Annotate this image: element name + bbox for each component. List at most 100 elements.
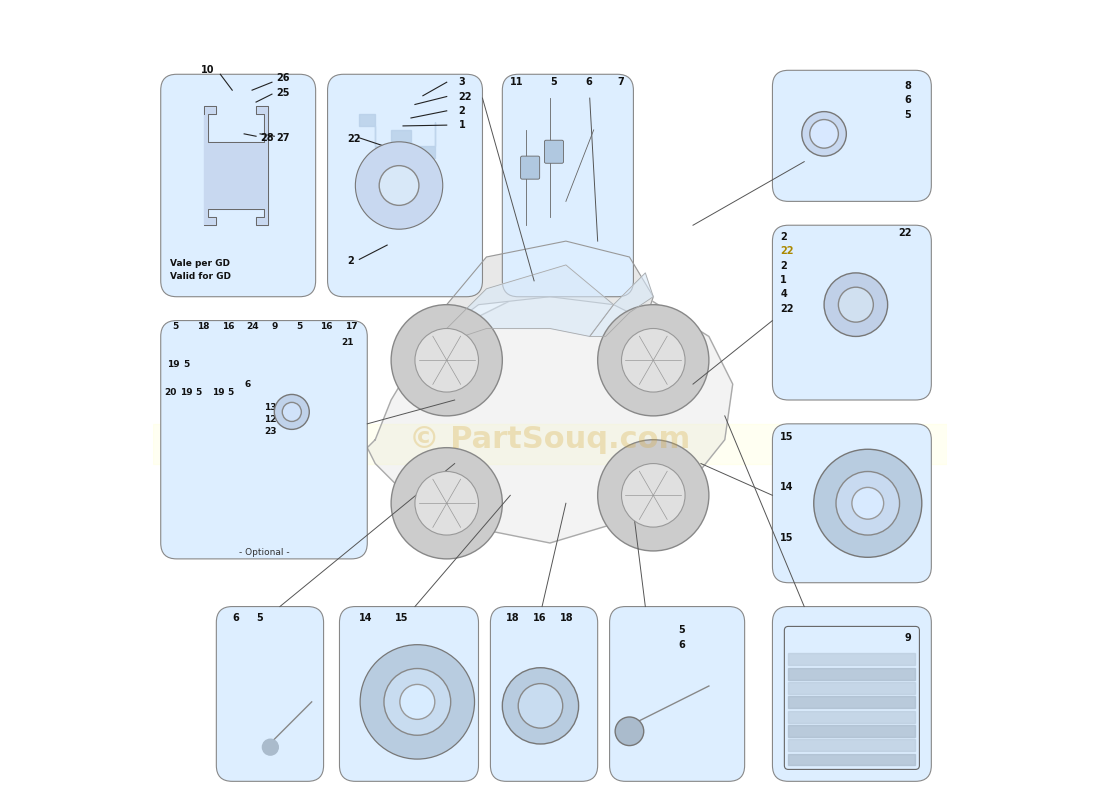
FancyBboxPatch shape [772, 70, 932, 202]
Text: 22: 22 [898, 228, 912, 238]
Text: © PartSouq.com: © PartSouq.com [409, 426, 691, 454]
Circle shape [415, 471, 478, 535]
Text: 6: 6 [232, 614, 239, 623]
Circle shape [597, 440, 708, 551]
Text: 2: 2 [459, 106, 465, 116]
Text: 19: 19 [167, 360, 179, 369]
FancyBboxPatch shape [503, 74, 634, 297]
Polygon shape [590, 273, 653, 337]
Circle shape [838, 287, 873, 322]
FancyBboxPatch shape [609, 606, 745, 782]
Text: Valid for GD: Valid for GD [169, 272, 231, 282]
Text: 26: 26 [276, 74, 289, 83]
FancyBboxPatch shape [491, 606, 597, 782]
Text: 18: 18 [197, 322, 210, 331]
Text: - Optional -: - Optional - [239, 548, 289, 557]
Text: 21: 21 [341, 338, 353, 347]
Polygon shape [789, 668, 915, 680]
FancyBboxPatch shape [328, 74, 483, 297]
Text: 5: 5 [296, 322, 303, 331]
Circle shape [392, 448, 503, 559]
Text: 27: 27 [276, 133, 289, 143]
Text: 17: 17 [345, 322, 358, 331]
Polygon shape [367, 281, 733, 543]
Polygon shape [789, 654, 915, 666]
Polygon shape [789, 696, 915, 708]
Text: 18: 18 [506, 614, 520, 623]
Text: 28: 28 [260, 133, 274, 143]
Circle shape [415, 329, 478, 392]
Circle shape [836, 471, 900, 535]
Text: 10: 10 [200, 66, 213, 75]
Polygon shape [789, 682, 915, 694]
Text: 9: 9 [272, 322, 277, 331]
Polygon shape [447, 265, 614, 337]
Circle shape [360, 645, 474, 759]
Text: 19: 19 [179, 387, 192, 397]
Text: Vale per GD: Vale per GD [170, 259, 230, 268]
Text: 2: 2 [780, 232, 788, 242]
Polygon shape [153, 424, 947, 463]
Text: 23: 23 [264, 427, 276, 436]
Text: 3: 3 [459, 78, 465, 87]
Polygon shape [360, 114, 434, 158]
Text: 22: 22 [780, 246, 794, 257]
Circle shape [274, 394, 309, 430]
Text: 6: 6 [586, 78, 593, 87]
Text: 5: 5 [173, 322, 179, 331]
Text: 4: 4 [780, 290, 788, 299]
Text: 15: 15 [780, 431, 794, 442]
Text: 14: 14 [360, 614, 373, 623]
Circle shape [621, 463, 685, 527]
Circle shape [615, 717, 644, 746]
FancyBboxPatch shape [217, 606, 323, 782]
Polygon shape [789, 739, 915, 751]
Text: 5: 5 [183, 360, 189, 369]
Circle shape [810, 119, 838, 148]
Text: 15: 15 [395, 614, 408, 623]
Text: 5: 5 [196, 387, 202, 397]
Polygon shape [789, 725, 915, 737]
Text: 1: 1 [459, 120, 465, 130]
FancyBboxPatch shape [772, 226, 932, 400]
FancyBboxPatch shape [544, 140, 563, 163]
Text: 5: 5 [228, 387, 233, 397]
Text: 5: 5 [256, 614, 263, 623]
Text: 2: 2 [348, 256, 354, 266]
Text: 25: 25 [276, 87, 289, 98]
Text: 7: 7 [617, 78, 625, 87]
Circle shape [802, 112, 846, 156]
Text: 5: 5 [904, 110, 912, 120]
Text: 24: 24 [246, 322, 260, 331]
Circle shape [355, 142, 442, 229]
Circle shape [379, 166, 419, 206]
Text: 12: 12 [264, 415, 276, 424]
Circle shape [824, 273, 888, 337]
Text: 5: 5 [550, 78, 557, 87]
Text: 16: 16 [534, 614, 547, 623]
Text: 6: 6 [679, 640, 685, 650]
Polygon shape [789, 754, 915, 766]
Text: 22: 22 [348, 134, 361, 145]
Text: 20: 20 [164, 387, 176, 397]
Text: 15: 15 [780, 534, 794, 543]
Text: 9: 9 [904, 634, 912, 643]
FancyBboxPatch shape [161, 74, 316, 297]
Circle shape [384, 669, 451, 735]
Circle shape [263, 739, 278, 755]
Circle shape [814, 450, 922, 558]
Text: 6: 6 [244, 380, 251, 389]
Text: 5: 5 [679, 626, 685, 635]
FancyBboxPatch shape [520, 156, 540, 179]
Circle shape [392, 305, 503, 416]
Text: 22: 22 [459, 91, 472, 102]
FancyBboxPatch shape [340, 606, 478, 782]
Text: 22: 22 [780, 304, 794, 314]
Circle shape [851, 487, 883, 519]
Text: 13: 13 [264, 403, 276, 413]
Text: 2: 2 [780, 261, 788, 270]
Circle shape [400, 685, 434, 719]
FancyBboxPatch shape [161, 321, 367, 559]
Text: 8: 8 [904, 81, 912, 91]
Text: 18: 18 [560, 614, 574, 623]
